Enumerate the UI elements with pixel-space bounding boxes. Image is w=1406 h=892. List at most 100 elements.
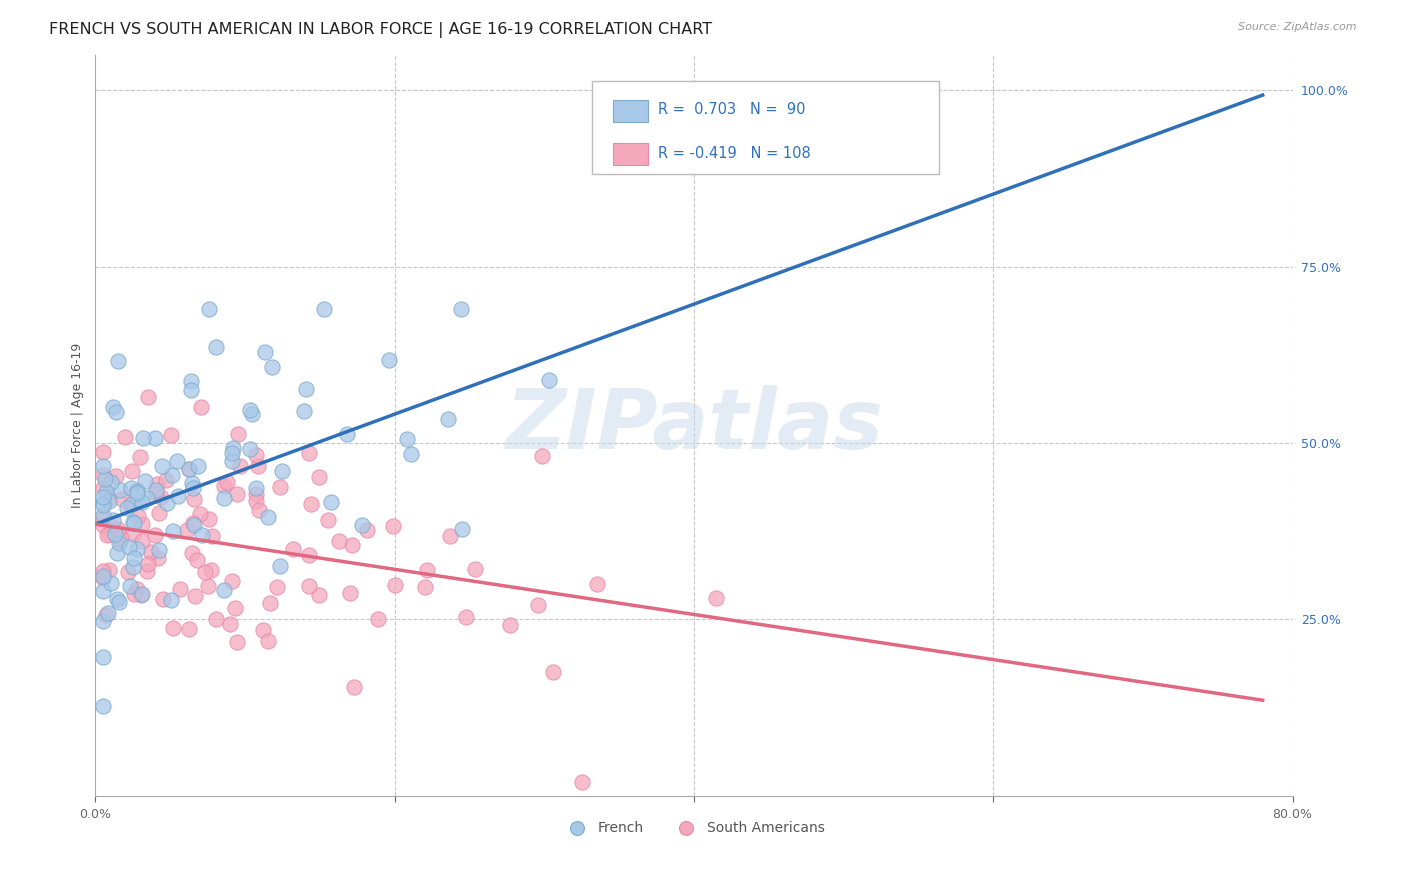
Point (214, 491, 236, 505)
Point (328, 534, 350, 549)
Point (122, 515, 145, 529)
Point (586, 577, 609, 591)
Point (98, 563, 121, 577)
Point (179, 461, 201, 475)
Point (97, 527, 120, 541)
Point (262, 359, 284, 374)
Point (437, 411, 460, 425)
Legend: French, South Americans: French, South Americans (558, 815, 830, 840)
Point (245, 481, 267, 495)
Point (340, 538, 363, 552)
Point (98, 494, 121, 508)
Point (110, 531, 132, 545)
Point (352, 517, 374, 532)
Point (120, 481, 142, 495)
Point (91, 699, 114, 714)
FancyBboxPatch shape (592, 81, 939, 174)
Point (118, 497, 141, 511)
Point (180, 475, 202, 490)
Point (91, 490, 114, 504)
Point (204, 612, 226, 626)
Point (200, 563, 222, 577)
Point (91, 499, 114, 513)
Point (122, 587, 145, 601)
Point (226, 426, 249, 441)
Point (91, 571, 114, 585)
Point (247, 458, 270, 473)
Point (103, 521, 125, 535)
Point (143, 527, 166, 541)
Point (706, 591, 728, 606)
Point (162, 621, 184, 635)
Point (299, 497, 322, 511)
Point (308, 469, 330, 483)
Point (183, 518, 205, 533)
Point (190, 401, 212, 415)
Point (197, 579, 219, 593)
Point (212, 479, 235, 493)
Point (101, 401, 124, 415)
Point (527, 598, 550, 612)
Point (176, 523, 198, 537)
Point (107, 354, 129, 368)
Point (395, 433, 418, 447)
Point (131, 495, 153, 509)
Point (257, 510, 280, 524)
Point (571, 774, 593, 789)
Point (339, 586, 361, 600)
Point (107, 536, 129, 550)
Point (221, 446, 243, 460)
Point (104, 468, 127, 483)
Point (179, 622, 201, 636)
Point (298, 548, 321, 562)
Point (143, 431, 166, 445)
Point (186, 553, 208, 567)
Point (152, 592, 174, 607)
Point (413, 580, 436, 594)
Text: R = -0.419   N = 108: R = -0.419 N = 108 (658, 146, 811, 161)
Point (180, 383, 202, 397)
Point (135, 565, 157, 579)
Point (117, 541, 139, 555)
Point (145, 486, 167, 500)
Point (96, 528, 118, 542)
Point (215, 475, 238, 489)
Point (127, 508, 149, 523)
Point (183, 491, 205, 506)
Point (138, 391, 160, 405)
Point (122, 560, 145, 574)
Point (114, 430, 136, 444)
Point (381, 518, 404, 533)
Point (100, 475, 122, 490)
Point (451, 523, 474, 537)
Point (155, 474, 177, 488)
Point (91, 584, 114, 599)
Point (169, 582, 191, 596)
Point (94, 484, 117, 499)
Point (187, 458, 209, 473)
Point (240, 407, 263, 421)
Point (367, 612, 389, 626)
Point (198, 511, 221, 525)
Point (107, 595, 129, 609)
Point (121, 464, 143, 478)
Point (97, 606, 120, 620)
Point (257, 634, 280, 648)
Point (399, 447, 422, 461)
Point (167, 489, 190, 503)
Point (252, 623, 274, 637)
Point (266, 580, 288, 594)
Point (180, 374, 202, 388)
Bar (613, 144, 648, 166)
Point (122, 526, 145, 541)
Point (160, 592, 183, 607)
Point (378, 353, 401, 368)
Point (166, 453, 188, 467)
Point (538, 373, 561, 387)
Point (149, 490, 172, 504)
Point (225, 635, 247, 649)
Point (125, 485, 148, 500)
Point (222, 441, 245, 455)
Point (110, 483, 132, 497)
Point (450, 301, 472, 316)
